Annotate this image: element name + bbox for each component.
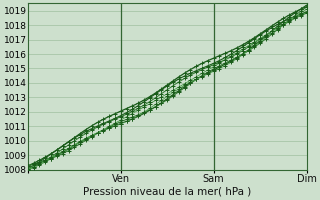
X-axis label: Pression niveau de la mer( hPa ): Pression niveau de la mer( hPa ) [83,187,251,197]
